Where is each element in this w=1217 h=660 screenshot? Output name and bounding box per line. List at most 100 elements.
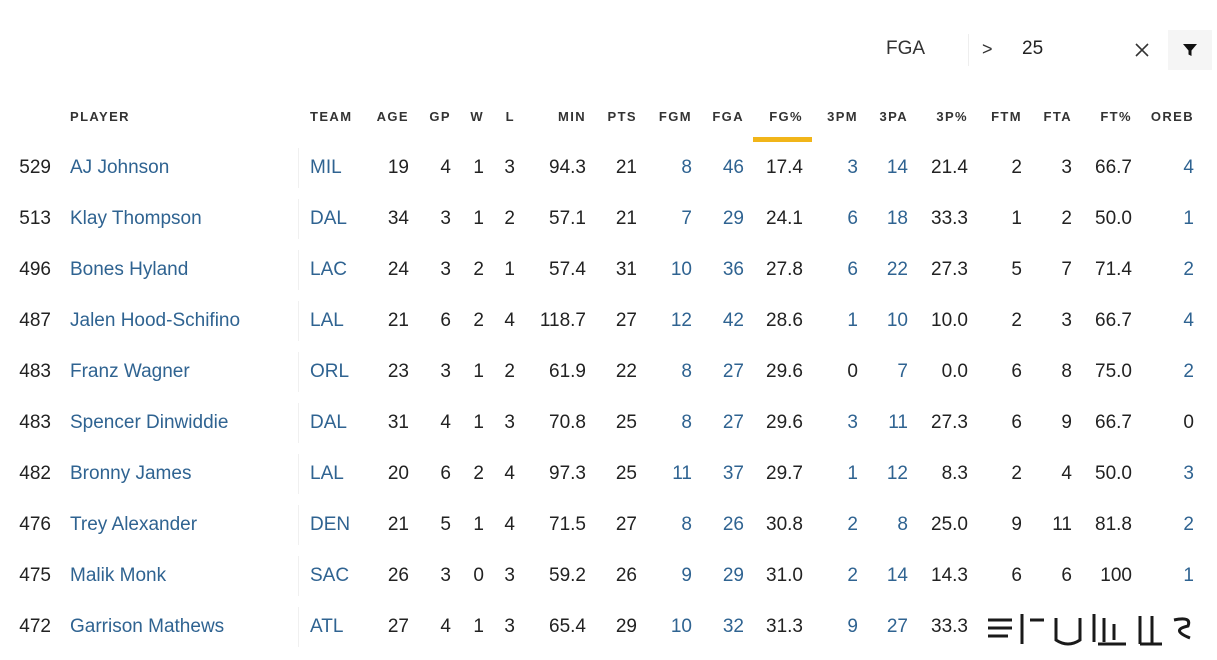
filter-value-input[interactable]: 25 (1022, 38, 1044, 59)
cell-fga-link[interactable]: 29 (722, 207, 744, 229)
team-link[interactable]: DEN (310, 513, 351, 535)
cell-3pa-link[interactable]: 22 (886, 258, 908, 280)
cell-oreb-link[interactable]: 3 (1183, 462, 1194, 484)
column-header-l[interactable]: L (505, 108, 515, 124)
cell-3pa-link[interactable]: 7 (897, 360, 908, 382)
cell-fga-link[interactable]: 26 (722, 513, 744, 535)
cell-oreb-link[interactable]: 4 (1183, 309, 1194, 331)
cell-oreb-link[interactable]: 4 (1183, 156, 1194, 178)
cell-fga-link[interactable]: 27 (722, 360, 744, 382)
cell-fga-link[interactable]: 32 (722, 615, 744, 637)
column-header-3pm[interactable]: 3PM (827, 108, 858, 124)
player-link[interactable]: Bronny James (70, 462, 192, 484)
cell-age: 21 (387, 309, 409, 331)
cell-fga-link[interactable]: 27 (722, 411, 744, 433)
team-link[interactable]: DAL (310, 207, 347, 229)
cell-3pm-link[interactable]: 3 (847, 156, 858, 178)
team-link[interactable]: LAL (310, 309, 344, 331)
cell-3pa-link[interactable]: 14 (886, 156, 908, 178)
cell-3pa-link[interactable]: 12 (886, 462, 908, 484)
column-header-min[interactable]: MIN (557, 108, 586, 124)
cell-oreb-link[interactable]: 1 (1183, 207, 1194, 229)
column-header-3pa[interactable]: 3PA (879, 108, 908, 124)
cell-3pa-link[interactable]: 11 (888, 411, 908, 433)
cell-fgm-link[interactable]: 10 (670, 615, 692, 637)
table-header-row: PLAYER TEAM AGE GP W L MIN PTS FGM FGA F… (0, 90, 1217, 142)
cell-fgm-link[interactable]: 8 (681, 513, 692, 535)
column-header-gp[interactable]: GP (429, 108, 451, 124)
team-link[interactable]: MIL (310, 156, 342, 178)
player-link[interactable]: Malik Monk (70, 564, 167, 586)
column-header-fgm[interactable]: FGM (658, 108, 692, 124)
cell-gp: 3 (440, 360, 451, 382)
team-link[interactable]: ORL (310, 360, 350, 382)
cell-fgm-link[interactable]: 11 (672, 462, 692, 484)
team-link[interactable]: LAL (310, 462, 344, 484)
team-link[interactable]: LAC (310, 258, 347, 280)
apply-filter-button[interactable] (1168, 30, 1212, 70)
cell-fga-link[interactable]: 29 (722, 564, 744, 586)
column-header-ft-pct[interactable]: FT% (1100, 108, 1132, 124)
cell-fgm-link[interactable]: 8 (681, 156, 692, 178)
table-row: 482 Bronny James LAL 20 6 2 4 97.3 25 11 37 29.7 1 12… (0, 448, 1217, 499)
cell-3pa-link[interactable]: 14 (886, 564, 908, 586)
cell-oreb-link[interactable]: 2 (1183, 360, 1194, 382)
cell-oreb-link[interactable]: 2 (1183, 258, 1194, 280)
column-header-w[interactable]: W (470, 108, 484, 124)
player-link[interactable]: Jalen Hood-Schifino (70, 309, 241, 331)
column-header-fta[interactable]: FTA (1043, 108, 1072, 124)
cell-fgm-link[interactable]: 12 (670, 309, 692, 331)
cell-fgm-link[interactable]: 8 (681, 411, 692, 433)
player-link[interactable]: AJ Johnson (70, 156, 170, 178)
filter-operator-select[interactable]: > (982, 39, 993, 59)
filter-field-select[interactable]: FGA (886, 38, 926, 59)
cell-3pm-link[interactable]: 6 (847, 258, 858, 280)
cell-3pm-link[interactable]: 2 (847, 513, 858, 535)
cell-fgm-link[interactable]: 8 (681, 360, 692, 382)
cell-3pa-link[interactable]: 10 (886, 309, 908, 331)
cell-fgm-link[interactable]: 9 (681, 564, 692, 586)
cell-w: 1 (473, 360, 484, 382)
column-header-age[interactable]: AGE (376, 108, 409, 124)
cell-3pm-link[interactable]: 6 (847, 207, 858, 229)
player-link[interactable]: Garrison Mathews (70, 615, 225, 637)
cell-3pa-link[interactable]: 27 (886, 615, 908, 637)
cell-3pm-link[interactable]: 2 (847, 564, 858, 586)
team-link[interactable]: SAC (310, 564, 350, 586)
cell-3pm-link[interactable]: 3 (847, 411, 858, 433)
cell-3pm-link[interactable]: 1 (847, 462, 858, 484)
player-link[interactable]: Klay Thompson (70, 207, 202, 229)
column-header-team[interactable]: TEAM (310, 108, 353, 124)
column-header-ftm[interactable]: FTM (991, 108, 1022, 124)
column-header-3p-pct[interactable]: 3P% (936, 108, 968, 124)
clear-filter-button[interactable] (1124, 32, 1160, 68)
cell-min: 118.7 (539, 309, 586, 331)
column-header-player[interactable]: PLAYER (70, 108, 130, 124)
cell-fga-link[interactable]: 37 (722, 462, 744, 484)
cell-fga-link[interactable]: 36 (722, 258, 744, 280)
cell-oreb-link[interactable]: 2 (1183, 513, 1194, 535)
player-link[interactable]: Spencer Dinwiddie (70, 411, 229, 433)
cell-fga-link[interactable]: 42 (722, 309, 744, 331)
cell-3pa-link[interactable]: 18 (886, 207, 908, 229)
table-row: 472 Garrison Mathews ATL 27 4 1 3 65.4 29 10 32 31.… (0, 601, 1217, 652)
cell-min: 70.8 (549, 411, 586, 433)
column-header-fga[interactable]: FGA (712, 108, 744, 124)
player-link[interactable]: Trey Alexander (70, 513, 198, 535)
column-header-fg-pct[interactable]: FG% (769, 108, 803, 124)
column-header-oreb[interactable]: OREB (1150, 108, 1194, 124)
team-link[interactable]: DAL (310, 411, 347, 433)
cell-oreb-link[interactable]: 1 (1183, 564, 1194, 586)
player-link[interactable]: Bones Hyland (70, 258, 189, 280)
column-header-pts[interactable]: PTS (607, 108, 637, 124)
cell-fga-link[interactable]: 46 (722, 156, 744, 178)
cell-3pa-link[interactable]: 8 (897, 513, 908, 535)
cell-fgm-link[interactable]: 10 (670, 258, 692, 280)
cell-3pm-link[interactable]: 9 (847, 615, 858, 637)
cell-ftm: 5 (1011, 258, 1022, 280)
cell-3pm-link[interactable]: 1 (847, 309, 858, 331)
player-link[interactable]: Franz Wagner (70, 360, 190, 382)
team-link[interactable]: ATL (310, 615, 344, 637)
cell-fgm-link[interactable]: 7 (681, 207, 692, 229)
table-body: 529 AJ Johnson MIL 19 4 1 3 94.3 21 8 46 17.4 3 14 21.… (0, 142, 1217, 652)
